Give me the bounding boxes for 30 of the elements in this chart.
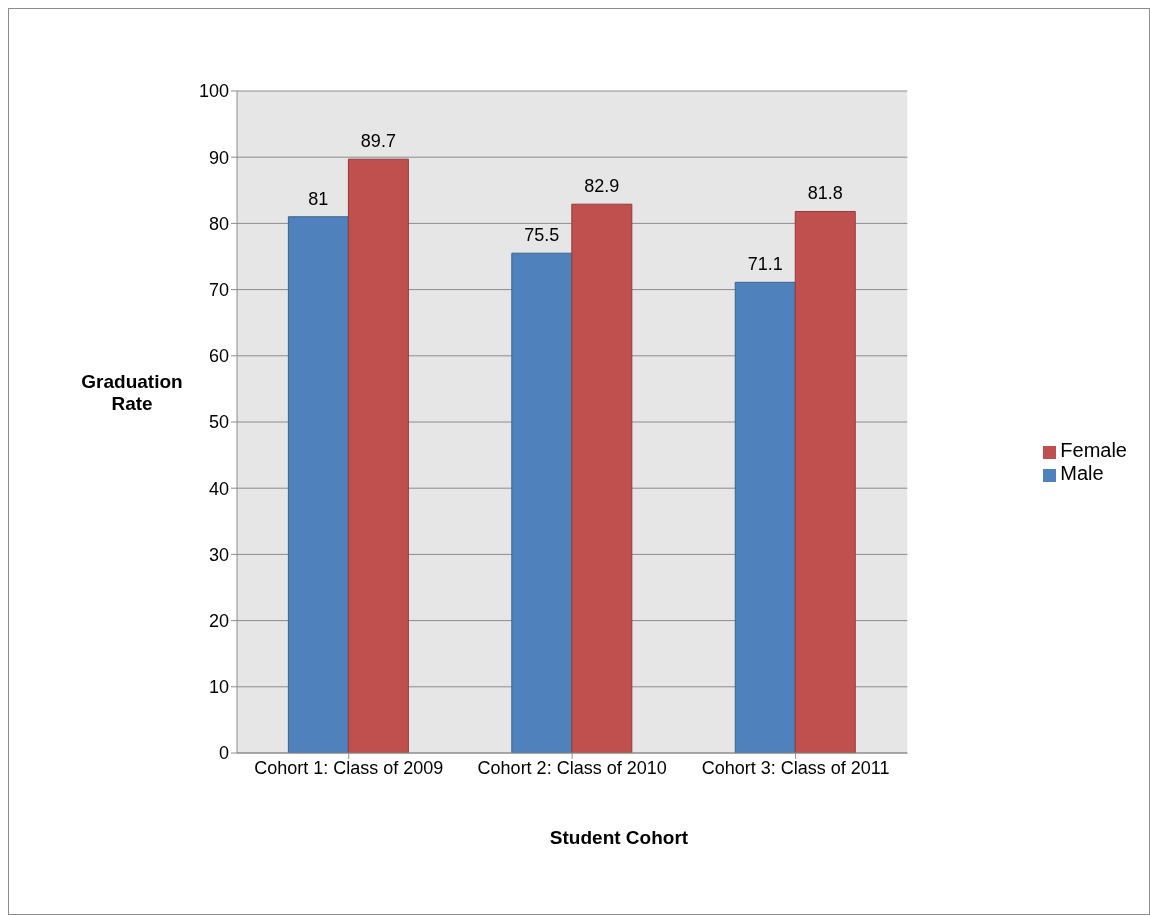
y-tick-label: 0 — [218, 743, 229, 764]
data-label: 89.7 — [360, 131, 396, 152]
y-tick-label: 30 — [208, 544, 229, 565]
y-tick-label: 20 — [208, 610, 229, 631]
bar — [571, 203, 633, 753]
legend-label: Male — [1060, 461, 1104, 484]
legend-label: Female — [1060, 438, 1127, 461]
bar — [734, 281, 796, 753]
x-tick-label: Cohort 3: Class of 2011 — [701, 757, 890, 778]
y-tick-label: 10 — [208, 677, 229, 698]
y-axis-title: Graduation Rate — [80, 371, 184, 415]
data-label: 81.8 — [807, 183, 843, 204]
data-label: 75.5 — [524, 225, 560, 246]
bar — [511, 252, 573, 753]
y-tick-label: 40 — [208, 478, 229, 499]
y-tick-label: 100 — [198, 81, 229, 102]
bar — [287, 216, 349, 753]
y-tick-label: 80 — [208, 213, 229, 234]
data-label: 81 — [308, 188, 329, 209]
x-tick-label: Cohort 1: Class of 2009 — [254, 757, 444, 778]
x-tick-label: Cohort 2: Class of 2010 — [477, 757, 667, 778]
y-tick-label: 60 — [208, 346, 229, 367]
x-axis-title: Student Cohort — [548, 827, 690, 849]
data-label: 71.1 — [747, 254, 783, 275]
data-label: 82.9 — [584, 176, 620, 197]
y-tick-label: 90 — [208, 147, 229, 168]
bar — [347, 158, 409, 753]
bar — [794, 210, 856, 753]
y-tick-label: 70 — [208, 279, 229, 300]
y-tick-label: 50 — [208, 412, 229, 433]
